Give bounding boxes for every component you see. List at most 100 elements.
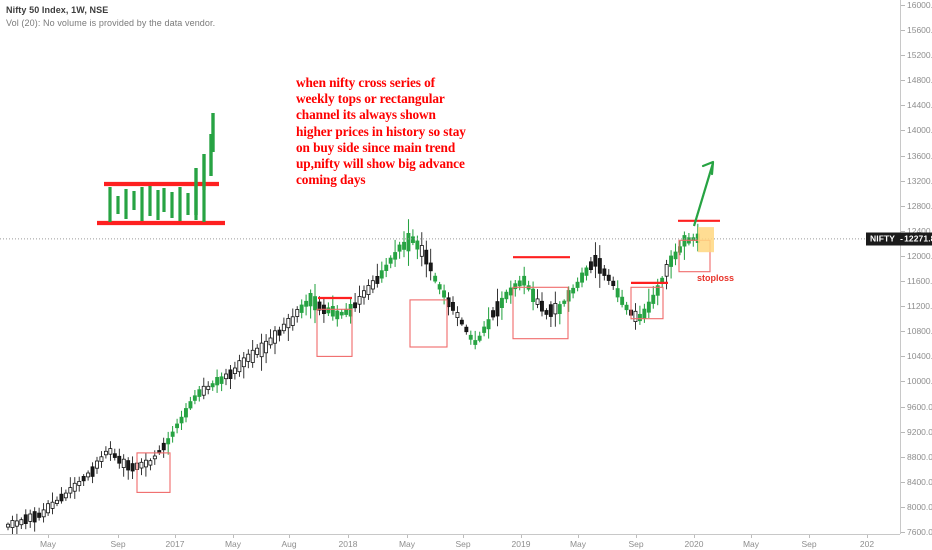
time-tick bbox=[867, 535, 868, 538]
time-tick bbox=[407, 535, 408, 538]
time-tick bbox=[578, 535, 579, 538]
price-tick bbox=[901, 281, 905, 283]
time-tick-label: 2018 bbox=[338, 539, 358, 549]
time-tick bbox=[751, 535, 752, 538]
annotation-line-6: up,nifty will show big advance bbox=[296, 156, 465, 172]
time-tick bbox=[175, 535, 176, 538]
price-tick-label: 16000.00 bbox=[907, 0, 932, 10]
candles bbox=[6, 219, 700, 534]
time-tick-label: May bbox=[569, 539, 587, 549]
price-tick-label: 13600.00 bbox=[907, 150, 932, 161]
price-tick-label: 12000.00 bbox=[907, 250, 932, 261]
price-tick bbox=[901, 80, 905, 82]
price-tick-label: 15200.00 bbox=[907, 50, 932, 61]
annotation-line-4: higher prices in history so stay bbox=[296, 123, 466, 139]
price-tick-label: 10000.00 bbox=[907, 376, 932, 387]
price-tick bbox=[901, 130, 905, 132]
time-tick-label: Sep bbox=[455, 539, 471, 549]
time-tick bbox=[289, 535, 290, 538]
time-tick-label: Sep bbox=[110, 539, 126, 549]
time-axis-divider bbox=[0, 534, 900, 535]
price-tick-label: 7600.00 bbox=[907, 527, 932, 537]
time-tick-label: Sep bbox=[801, 539, 817, 549]
price-tick-label: 8800.00 bbox=[907, 451, 932, 462]
price-tick bbox=[901, 230, 905, 232]
consolidation-boxes bbox=[136, 239, 711, 493]
time-tick-label: 2019 bbox=[511, 539, 531, 549]
price-tick bbox=[901, 30, 905, 32]
pattern-illustration bbox=[97, 113, 225, 226]
current-price-badge: NIFTY-12271.80 bbox=[866, 232, 932, 246]
price-tick-label: 9200.00 bbox=[907, 426, 932, 437]
price-axis-divider bbox=[900, 0, 901, 534]
price-tick bbox=[901, 55, 905, 57]
time-tick-label: 202 bbox=[859, 539, 875, 549]
price-tick-label: 12800.00 bbox=[907, 200, 932, 211]
time-tick bbox=[48, 535, 49, 538]
time-tick-label: May bbox=[742, 539, 760, 549]
time-tick bbox=[809, 535, 810, 538]
time-tick bbox=[463, 535, 464, 538]
price-badge-value: 12271.80 bbox=[904, 233, 932, 244]
breakout-highlight bbox=[698, 227, 714, 253]
annotation-line-7: coming days bbox=[296, 172, 366, 188]
price-tick-label: 14000.00 bbox=[907, 125, 932, 136]
candlestick-svg bbox=[0, 113, 900, 534]
annotation-line-3: channel its always shown bbox=[296, 107, 436, 123]
price-tick-label: 14800.00 bbox=[907, 75, 932, 86]
price-tick bbox=[901, 481, 905, 483]
time-tick-label: 2020 bbox=[684, 539, 704, 549]
time-tick bbox=[233, 535, 234, 538]
chart-plot-area[interactable] bbox=[0, 0, 900, 534]
price-tick bbox=[901, 180, 905, 182]
price-tick bbox=[901, 255, 905, 257]
chart-subtitle: Vol (20): No volume is provided by the d… bbox=[6, 17, 216, 28]
price-tick bbox=[901, 506, 905, 508]
time-tick bbox=[636, 535, 637, 538]
price-tick-label: 8000.00 bbox=[907, 501, 932, 512]
price-tick bbox=[901, 105, 905, 107]
time-tick-label: Sep bbox=[628, 539, 644, 549]
annotation-line-5: on buy side since main trend bbox=[296, 139, 456, 155]
price-tick-label: 11600.00 bbox=[907, 276, 932, 287]
analysis-annotation-text: when nifty cross series of weekly tops or… bbox=[296, 75, 511, 188]
chart-title: Nifty 50 Index, 1W, NSE bbox=[6, 5, 109, 15]
price-tick bbox=[901, 155, 905, 157]
price-tick-label: 9600.00 bbox=[907, 401, 932, 412]
price-tick bbox=[901, 532, 905, 533]
projection-arrow bbox=[692, 160, 715, 227]
price-tick-label: 11200.00 bbox=[907, 301, 932, 312]
price-tick-label: 12400.00 bbox=[907, 225, 932, 236]
price-tick bbox=[901, 306, 905, 308]
price-scale[interactable]: 7600.00 8000.00 8400.00 8800.00 9200.00 9600.… bbox=[901, 0, 932, 537]
price-tick-label: 10800.00 bbox=[907, 326, 932, 337]
price-tick bbox=[901, 406, 905, 408]
price-tick-label: 10400.00 bbox=[907, 351, 932, 362]
chart-header: Nifty 50 Index, 1W, NSE Vol (20): No vol… bbox=[6, 5, 215, 29]
time-tick-label: May bbox=[398, 539, 416, 549]
price-tick-label: 8400.00 bbox=[907, 476, 932, 487]
time-scale[interactable]: May Sep 2017 May Aug 2018 May Sep 2019 May Sep 2020… bbox=[0, 535, 900, 550]
time-tick-label: May bbox=[39, 539, 57, 549]
price-tick bbox=[901, 456, 905, 458]
time-tick-label: Aug bbox=[281, 539, 297, 549]
time-tick bbox=[118, 535, 119, 538]
time-tick bbox=[521, 535, 522, 538]
price-badge-dash: - bbox=[900, 233, 904, 244]
resistance-lines bbox=[318, 219, 720, 300]
time-tick bbox=[348, 535, 349, 538]
price-tick-label: 13200.00 bbox=[907, 175, 932, 186]
price-tick bbox=[901, 331, 905, 333]
annotation-line-2: weekly tops or rectangular bbox=[296, 91, 445, 107]
price-badge-symbol: NIFTY bbox=[870, 233, 896, 244]
price-tick bbox=[901, 356, 905, 358]
price-tick-label: 15600.00 bbox=[907, 25, 932, 36]
time-tick-label: May bbox=[224, 539, 242, 549]
time-tick-label: 2017 bbox=[165, 539, 185, 549]
price-tick-label: 14400.00 bbox=[907, 100, 932, 111]
price-tick bbox=[901, 381, 905, 383]
price-tick bbox=[901, 431, 905, 433]
price-tick bbox=[901, 205, 905, 207]
annotation-line-1: when nifty cross series of bbox=[296, 75, 435, 90]
price-tick bbox=[901, 5, 905, 6]
